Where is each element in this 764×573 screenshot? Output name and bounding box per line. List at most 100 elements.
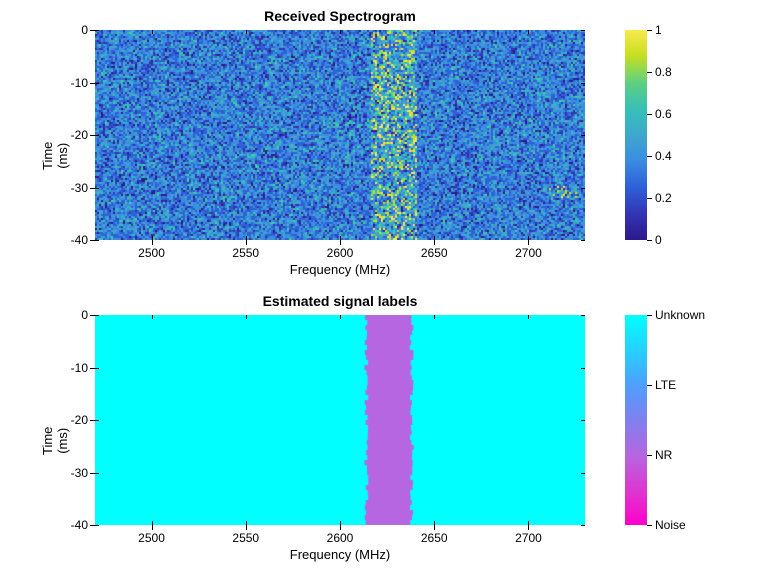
inner-tick	[95, 368, 99, 369]
inner-tick	[528, 30, 529, 34]
inner-tick	[152, 30, 153, 34]
y-tick-mark	[90, 240, 95, 241]
x-tick-mark	[528, 525, 529, 530]
x-tick-mark	[246, 240, 247, 245]
x-tick-mark	[340, 525, 341, 530]
y-tick-mark	[90, 420, 95, 421]
x-tick-label: 2650	[421, 246, 448, 260]
y-tick-label: -40	[60, 233, 88, 247]
inner-tick	[581, 240, 585, 241]
x-tick-label: 2600	[327, 246, 354, 260]
colorbar-tick-mark	[647, 525, 652, 526]
x-tick-mark	[246, 525, 247, 530]
x-tick-mark	[152, 240, 153, 245]
inner-tick	[152, 315, 153, 319]
inner-tick	[95, 188, 99, 189]
y-tick-label: -30	[60, 466, 88, 480]
y-tick-label: -10	[60, 361, 88, 375]
subplot1-title: Received Spectrogram	[95, 8, 585, 24]
colorbar-tick-label: 1	[655, 23, 662, 37]
inner-tick	[434, 315, 435, 319]
colorbar-tick-mark	[647, 455, 652, 456]
colorbar-tick-mark	[647, 315, 652, 316]
colorbar-category-label: Unknown	[655, 308, 705, 322]
colorbar2-gradient	[625, 315, 647, 525]
inner-tick	[95, 420, 99, 421]
colorbar-category-label: NR	[655, 448, 672, 462]
colorbar-labels	[625, 315, 647, 525]
y-tick-mark	[90, 368, 95, 369]
colorbar-tick-mark	[647, 72, 652, 73]
inner-tick	[95, 83, 99, 84]
colorbar-tick-mark	[647, 385, 652, 386]
inner-tick	[246, 30, 247, 34]
inner-tick	[581, 315, 585, 316]
x-tick-mark	[340, 240, 341, 245]
x-tick-mark	[528, 240, 529, 245]
subplot2-xlabel: Frequency (MHz)	[95, 547, 585, 562]
colorbar-category-label: Noise	[655, 518, 686, 532]
inner-tick	[340, 30, 341, 34]
inner-tick	[581, 368, 585, 369]
inner-tick	[581, 30, 585, 31]
y-tick-label: -20	[60, 413, 88, 427]
colorbar1-gradient	[625, 30, 647, 240]
inner-tick	[581, 83, 585, 84]
subplot2-ylabel: Time (ms)	[40, 427, 70, 455]
colorbar-tick-mark	[647, 30, 652, 31]
colorbar-tick-label: 0.6	[655, 107, 672, 121]
y-tick-label: 0	[60, 23, 88, 37]
y-tick-mark	[90, 135, 95, 136]
inner-tick	[581, 473, 585, 474]
colorbar-tick-label: 0.8	[655, 65, 672, 79]
inner-tick	[246, 315, 247, 319]
inner-tick	[340, 315, 341, 319]
y-tick-mark	[90, 30, 95, 31]
y-tick-mark	[90, 473, 95, 474]
colorbar-tick-label: 0.4	[655, 149, 672, 163]
x-tick-mark	[152, 525, 153, 530]
inner-tick	[95, 473, 99, 474]
subplot1-ylabel: Time (ms)	[40, 142, 70, 170]
x-tick-label: 2550	[232, 246, 259, 260]
x-tick-mark	[434, 240, 435, 245]
x-tick-label: 2700	[515, 246, 542, 260]
y-tick-label: -10	[60, 76, 88, 90]
subplot1-xlabel: Frequency (MHz)	[95, 262, 585, 277]
inner-tick	[95, 135, 99, 136]
x-tick-label: 2550	[232, 531, 259, 545]
inner-tick	[581, 188, 585, 189]
y-tick-label: 0	[60, 308, 88, 322]
subplot2-plot-area	[95, 315, 585, 525]
y-tick-mark	[90, 188, 95, 189]
inner-tick	[581, 525, 585, 526]
colorbar-spectrogram	[625, 30, 647, 240]
x-tick-mark	[434, 525, 435, 530]
y-tick-label: -40	[60, 518, 88, 532]
colorbar-tick-label: 0	[655, 233, 662, 247]
inner-tick	[434, 30, 435, 34]
x-tick-label: 2650	[421, 531, 448, 545]
spectrogram-canvas	[95, 30, 585, 240]
colorbar-tick-label: 0.2	[655, 191, 672, 205]
x-tick-label: 2500	[138, 531, 165, 545]
colorbar-tick-mark	[647, 114, 652, 115]
subplot2-title: Estimated signal labels	[95, 293, 585, 309]
colorbar-tick-mark	[647, 156, 652, 157]
inner-tick	[95, 525, 99, 526]
figure: Received Spectrogram Time (ms) Frequency…	[0, 0, 764, 573]
y-tick-mark	[90, 525, 95, 526]
y-tick-mark	[90, 83, 95, 84]
x-tick-label: 2700	[515, 531, 542, 545]
x-tick-label: 2600	[327, 531, 354, 545]
subplot1-plot-area	[95, 30, 585, 240]
labels-canvas	[95, 315, 585, 525]
inner-tick	[95, 240, 99, 241]
inner-tick	[95, 315, 99, 316]
inner-tick	[581, 420, 585, 421]
inner-tick	[581, 135, 585, 136]
y-tick-label: -30	[60, 181, 88, 195]
colorbar-category-label: LTE	[655, 378, 676, 392]
y-tick-label: -20	[60, 128, 88, 142]
x-tick-label: 2500	[138, 246, 165, 260]
